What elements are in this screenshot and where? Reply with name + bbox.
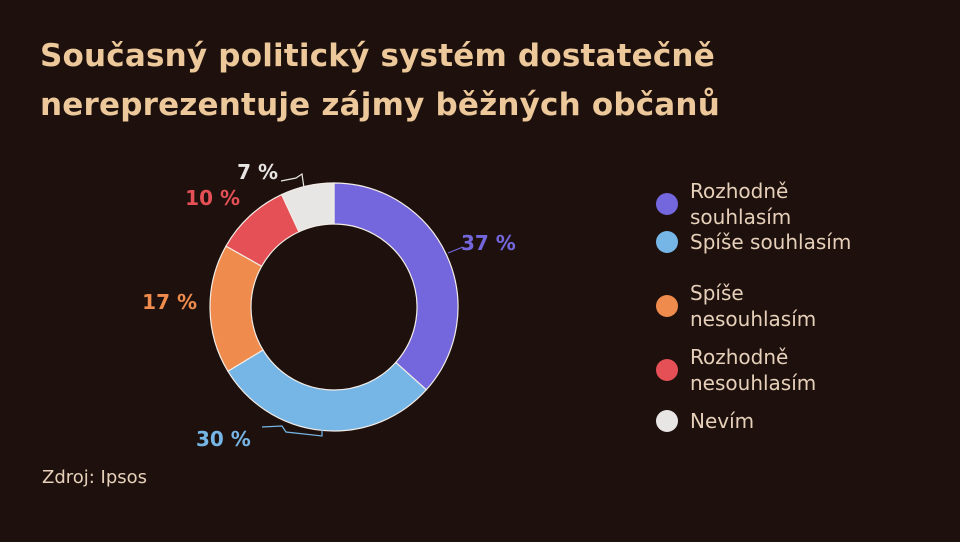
donut-slice-spise-nesouhlasim [209,245,264,373]
legend-label: Spíše nesouhlasím [690,280,816,332]
legend-item-spise-nesouhlasim: Spíše nesouhlasím [656,280,816,332]
legend-label-line: Rozhodně [690,179,789,203]
leader-line-nevim [280,172,305,189]
legend-swatch [656,410,678,432]
legend-label-line: Spíše souhlasím [690,230,852,254]
chart-title-line-1: Současný politický systém dostatečně [40,38,715,74]
data-label-nevim: 7 % [237,160,278,184]
legend-label: Nevím [690,408,754,434]
legend-label-line: Nevím [690,409,755,433]
data-label-spise-souhlasim: 30 % [196,427,251,451]
chart-title-line-2: nereprezentuje zájmy běžných občanů [40,87,720,123]
legend-item-rozhodne-souhlasim: Rozhodně souhlasím [656,178,791,230]
chart-title: Současný politický systém dostatečně ner… [40,32,920,130]
legend-label: Spíše souhlasím [690,229,851,255]
leader-line-rozhodne-souhlasim [447,246,464,254]
source-note: Zdroj: Ipsos [42,467,148,488]
data-label-spise-nesouhlasim: 17 % [142,290,197,314]
legend-label-line: nesouhlasím [690,307,817,331]
data-label-rozhodne-souhlasim: 37 % [461,231,516,255]
legend-item-spise-souhlasim: Spíše souhlasím [656,229,851,255]
legend-swatch [656,231,678,253]
legend-swatch [656,193,678,215]
donut-slice-nevim [280,182,335,233]
legend-item-rozhodne-nesouhlasim: Rozhodně nesouhlasím [656,344,816,396]
legend-item-nevim: Nevím [656,408,754,434]
legend-swatch [656,295,678,317]
legend-label-line: nesouhlasím [690,371,817,395]
legend-label-line: souhlasím [690,205,792,229]
legend-label-line: Rozhodně [690,345,789,369]
data-label-rozhodne-nesouhlasim: 10 % [185,186,240,210]
legend-label: Rozhodně souhlasím [690,178,791,230]
legend-label-line: Spíše [690,281,744,305]
legend-swatch [656,359,678,381]
donut-slice-rozhodne-souhlasim [333,182,459,391]
leader-line-spise-souhlasim [261,425,323,437]
legend-label: Rozhodně nesouhlasím [690,344,816,396]
